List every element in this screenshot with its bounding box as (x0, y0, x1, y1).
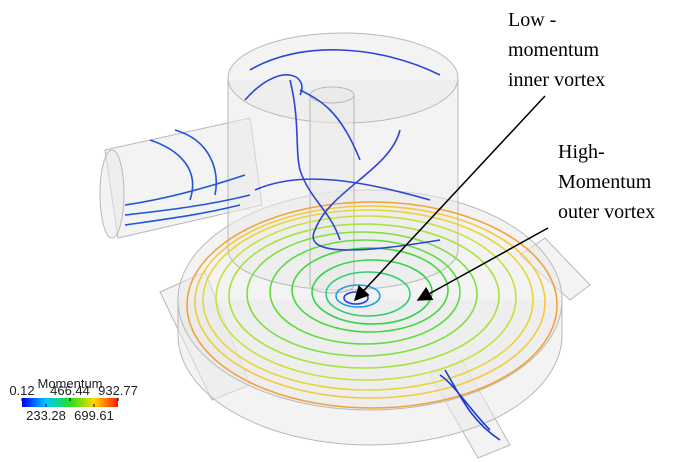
annotation-text: momentum (508, 39, 600, 61)
annotation-text: outer vortex (558, 201, 655, 223)
annotation-text: inner vortex (508, 69, 605, 91)
annotation-text: High- (558, 141, 605, 163)
colorbar-tick-label: 699.61 (74, 408, 114, 423)
colorbar-tick-label: 233.28 (26, 408, 66, 423)
annotation-text: Momentum (558, 171, 652, 193)
annotation-text: Low - (508, 9, 556, 31)
colorbar-tick-label: 932.77 (98, 383, 138, 398)
figure: Low - momentum inner vortex High- Momentum ou… (0, 0, 690, 462)
colorbar-tick-label: 466.44 (50, 383, 90, 398)
colorbar-tick-label: 0.12 (9, 383, 34, 398)
